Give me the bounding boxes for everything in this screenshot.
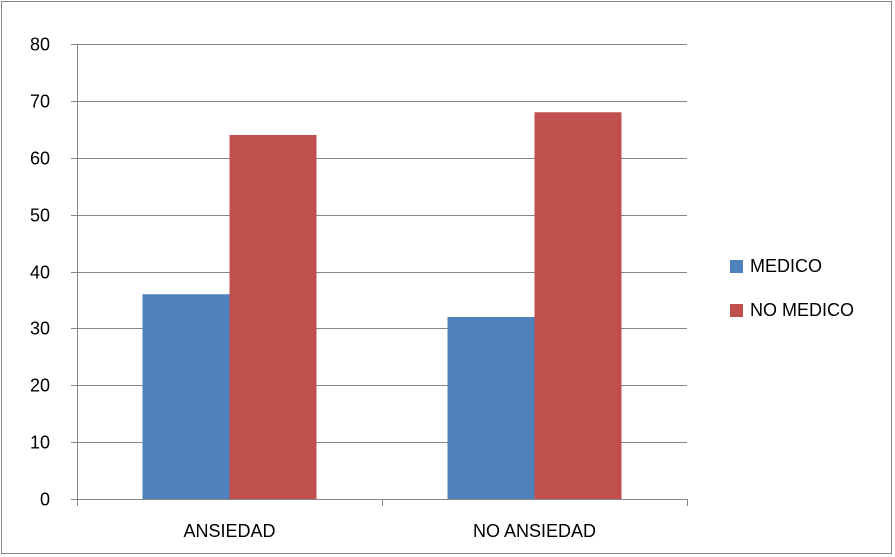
y-tick-label: 50 <box>30 206 50 226</box>
y-tick-label: 20 <box>30 376 50 396</box>
y-tick-label: 40 <box>30 263 50 283</box>
legend: MEDICO NO MEDICO <box>730 256 854 320</box>
y-tick-label: 60 <box>30 149 50 169</box>
legend-swatch <box>730 304 743 317</box>
bars <box>142 112 622 499</box>
x-tick-label: NO ANSIEDAD <box>473 521 596 541</box>
y-tick-label: 10 <box>30 433 50 453</box>
x-tick-label: ANSIEDAD <box>183 521 275 541</box>
legend-label: MEDICO <box>750 256 822 276</box>
bar-medico-no-ansiedad <box>447 317 535 499</box>
y-tick-label: 0 <box>40 490 50 510</box>
axes <box>71 44 687 500</box>
y-axis-ticks: 0 10 20 30 40 50 60 70 80 <box>30 35 50 510</box>
bar-no-medico-ansiedad <box>229 135 317 499</box>
bar-medico-ansiedad <box>142 294 230 499</box>
y-tick-label: 30 <box>30 319 50 339</box>
bar-no-medico-no-ansiedad <box>534 112 622 499</box>
legend-swatch <box>730 260 743 273</box>
y-tick-label: 80 <box>30 35 50 55</box>
legend-label: NO MEDICO <box>750 300 854 320</box>
y-tick-label: 70 <box>30 92 50 112</box>
x-axis-ticks: ANSIEDAD NO ANSIEDAD <box>77 499 688 541</box>
